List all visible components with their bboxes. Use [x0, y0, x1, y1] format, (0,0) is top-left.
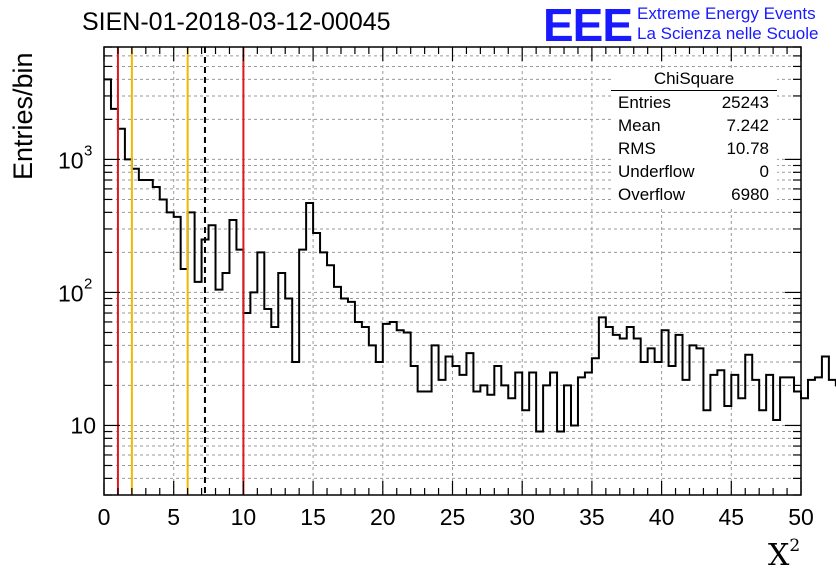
histogram-series: [104, 78, 836, 433]
y-tick-label-exponent: 3: [84, 142, 92, 159]
x-tick-label: 50: [788, 504, 814, 530]
stats-box: ChiSquare Entries 25243 Mean 7.242 RMS 1…: [611, 68, 777, 206]
y-axis-label: Entries/bin: [8, 52, 38, 180]
eee-logo: EEE: [543, 0, 633, 51]
x-tick-label: 5: [167, 504, 180, 530]
stats-label: RMS: [618, 139, 656, 158]
x-tick-label: 35: [579, 504, 605, 530]
x-tick-label: 15: [300, 504, 326, 530]
x-axis-label-base: X: [768, 538, 790, 573]
run-title: SIEN-01-2018-03-12-00045: [82, 8, 391, 36]
y-tick-label: 10: [70, 412, 96, 438]
x-tick-label: 45: [719, 504, 745, 530]
stats-label: Underflow: [618, 162, 695, 181]
x-tick-label: 0: [98, 504, 111, 530]
x-tick-label: 25: [440, 504, 466, 530]
stats-row-overflow: Overflow 6980: [611, 183, 777, 206]
x-tick-label: 30: [509, 504, 535, 530]
stats-row-underflow: Underflow 0: [611, 160, 777, 183]
stats-row-rms: RMS 10.78: [611, 137, 777, 160]
x-tick-label: 40: [649, 504, 675, 530]
stats-label: Overflow: [618, 185, 686, 204]
stats-value: 6980: [731, 185, 769, 204]
y-tick-label: 10: [58, 280, 84, 306]
x-tick-label: 10: [231, 504, 257, 530]
stats-value: 10.78: [726, 139, 769, 158]
logo-text-line2: La Scienza nelle Scuole: [637, 24, 819, 43]
x-axis-label-superscript: 2: [789, 536, 801, 556]
stats-value: 25243: [721, 93, 769, 112]
y-tick-label: 10: [58, 147, 84, 173]
x-axis-label: X2: [768, 536, 800, 573]
x-tick-label: 20: [370, 504, 396, 530]
stats-label: Mean: [618, 116, 661, 135]
stats-value: 0: [759, 162, 769, 181]
stats-label: Entries: [618, 93, 671, 112]
stats-row-entries: Entries 25243: [611, 91, 777, 114]
stats-value: 7.242: [726, 116, 769, 135]
logo-text-line1: Extreme Energy Events: [637, 4, 816, 23]
stats-row-mean: Mean 7.242: [611, 114, 777, 137]
stats-title: ChiSquare: [611, 68, 777, 91]
y-tick-label-exponent: 2: [84, 275, 92, 292]
